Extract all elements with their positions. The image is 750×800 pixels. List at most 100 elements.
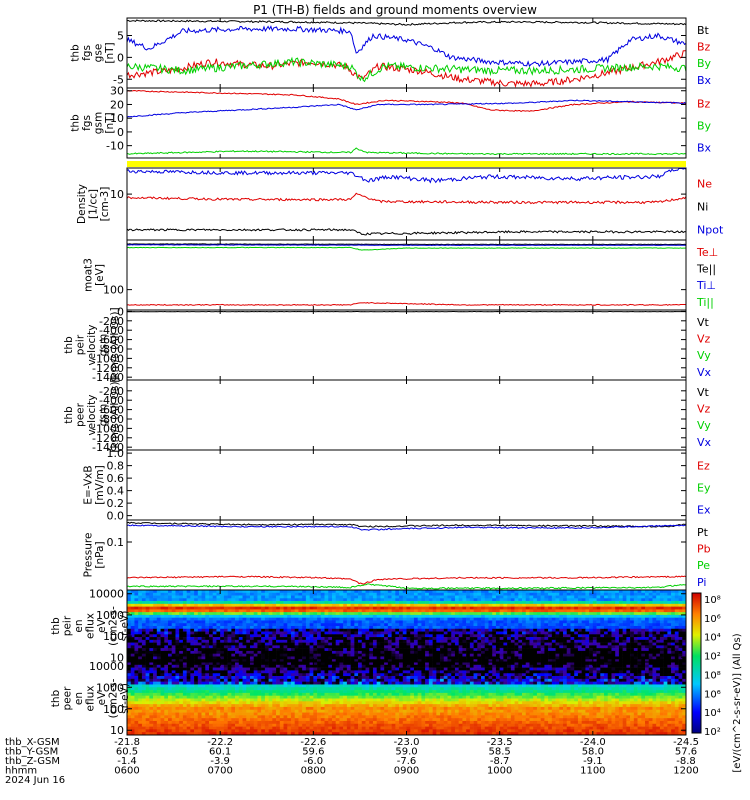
heatmap-cell: [481, 595, 486, 599]
heatmap-cell: [618, 653, 623, 657]
heatmap-cell: [596, 595, 601, 599]
heatmap-cell: [365, 667, 370, 671]
heatmap-cell: [451, 592, 456, 596]
heatmap-cell: [182, 595, 187, 599]
heatmap-cell: [674, 659, 679, 663]
heatmap-cell: [574, 617, 579, 621]
heatmap-cell: [600, 606, 605, 610]
heatmap-cell: [343, 614, 348, 618]
heatmap-cell: [559, 662, 564, 666]
heatmap-cell: [253, 648, 258, 652]
heatmap-cell: [216, 598, 221, 602]
heatmap-cell: [540, 631, 545, 635]
heatmap-cell: [305, 595, 310, 599]
heatmap-cell: [391, 667, 396, 671]
heatmap-cell: [395, 667, 400, 671]
heatmap-cell: [350, 590, 355, 594]
heatmap-cell: [223, 645, 228, 649]
heatmap-cell: [238, 645, 243, 649]
heatmap-cell: [138, 590, 143, 594]
heatmap-cell: [328, 606, 333, 610]
heatmap-cell: [514, 598, 519, 602]
heatmap-cell: [249, 645, 255, 649]
heatmap-cell: [238, 603, 243, 607]
heatmap-cell: [328, 667, 333, 671]
heatmap-cell: [667, 620, 672, 624]
heatmap-cell: [302, 673, 307, 677]
heatmap-cell: [458, 628, 463, 632]
heatmap-cell: [548, 662, 553, 666]
heatmap-cell: [186, 595, 191, 599]
heatmap-cell: [149, 637, 154, 641]
heatmap-cell: [648, 592, 653, 596]
heatmap-cell: [268, 667, 273, 671]
heatmap-cell: [290, 612, 295, 616]
heatmap-cell: [205, 606, 210, 610]
heatmap-cell: [399, 609, 404, 613]
heatmap-cell: [384, 673, 389, 677]
heatmap-cell: [208, 659, 214, 663]
heatmap-cell: [540, 642, 545, 646]
heatmap-cell: [596, 623, 601, 627]
heatmap-cell: [421, 656, 426, 660]
heatmap-cell: [220, 673, 225, 677]
heatmap-cell: [369, 642, 374, 646]
heatmap-cell: [261, 620, 266, 624]
heatmap-cell: [339, 609, 344, 613]
heatmap-cell: [566, 637, 571, 641]
heatmap-cell: [339, 623, 344, 627]
heatmap-cell: [365, 637, 370, 641]
heatmap-cell: [238, 642, 243, 646]
heatmap-cell: [145, 667, 150, 671]
heatmap-cell: [283, 648, 288, 652]
heatmap-cell: [536, 634, 541, 638]
heatmap-cell: [596, 612, 601, 616]
heatmap-cell: [153, 601, 158, 605]
heatmap-cell: [544, 598, 549, 602]
heatmap-cell: [473, 626, 478, 630]
heatmap-cell: [473, 673, 478, 677]
heatmap-cell: [320, 592, 325, 596]
heatmap-cell: [395, 603, 400, 607]
heatmap-cell: [462, 648, 467, 652]
heatmap-cell: [268, 673, 273, 677]
heatmap-cell: [365, 664, 370, 668]
heatmap-cell: [376, 659, 381, 663]
heatmap-cell: [633, 631, 638, 635]
heatmap-cell: [279, 612, 284, 616]
heatmap-cell: [678, 617, 683, 621]
heatmap-cell: [399, 667, 404, 671]
heatmap-cell: [145, 662, 150, 666]
heatmap-cell: [544, 601, 549, 605]
heatmap-cell: [182, 609, 187, 613]
heatmap-cell: [428, 623, 433, 627]
heatmap-cell: [294, 595, 299, 599]
heatmap-cell: [287, 650, 292, 654]
heatmap-cell: [343, 662, 348, 666]
heatmap-cell: [279, 620, 284, 624]
y-axis-label: E=-VxB: [83, 465, 95, 504]
heatmap-cell: [309, 637, 314, 641]
legend-item: Bz: [697, 97, 711, 110]
heatmap-cell: [130, 623, 135, 627]
heatmap-cell: [466, 609, 471, 613]
heatmap-cell: [149, 650, 154, 654]
heatmap-cell: [194, 642, 199, 646]
heatmap-cell: [406, 612, 411, 616]
heatmap-cell: [376, 609, 381, 613]
heatmap-cell: [648, 595, 653, 599]
heatmap-cell: [484, 664, 489, 668]
heatmap-cell: [238, 606, 243, 610]
heatmap-cell: [585, 656, 590, 660]
heatmap-cell: [141, 617, 146, 621]
heatmap-cell: [592, 659, 597, 663]
heatmap-cell: [618, 595, 623, 599]
heatmap-cell: [473, 631, 478, 635]
heatmap-cell: [577, 609, 582, 613]
heatmap-cell: [451, 667, 456, 671]
heatmap-cell: [127, 667, 132, 671]
heatmap-cell: [428, 590, 433, 594]
heatmap-cell: [671, 673, 676, 677]
heatmap-cell: [145, 620, 150, 624]
heatmap-cell: [481, 659, 486, 663]
